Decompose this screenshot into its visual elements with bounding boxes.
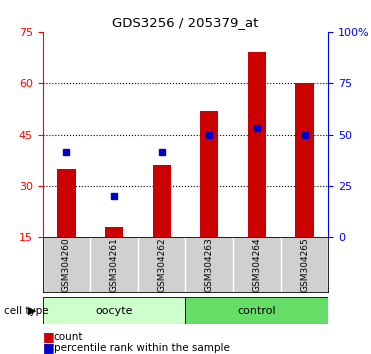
Text: control: control [237,306,276,316]
Text: GSM304260: GSM304260 [62,237,71,292]
Text: cell type: cell type [4,306,48,316]
Text: GSM304265: GSM304265 [300,237,309,292]
Title: GDS3256 / 205379_at: GDS3256 / 205379_at [112,16,259,29]
Text: oocyte: oocyte [95,306,133,316]
Bar [295,83,313,237]
Text: ■: ■ [43,331,55,343]
Text: ▶: ▶ [28,306,36,316]
Bar [43,297,186,324]
Text: GSM304261: GSM304261 [109,237,119,292]
Text: ■: ■ [43,341,55,354]
Bar [186,297,328,324]
Bar [248,52,266,237]
Bar [58,169,76,237]
Text: percentile rank within the sample: percentile rank within the sample [54,343,230,353]
Text: count: count [54,332,83,342]
Text: GSM304262: GSM304262 [157,237,166,292]
Text: GSM304263: GSM304263 [205,237,214,292]
Bar [105,227,123,237]
Bar [152,165,171,237]
Bar [200,110,219,237]
Text: GSM304264: GSM304264 [252,237,262,292]
